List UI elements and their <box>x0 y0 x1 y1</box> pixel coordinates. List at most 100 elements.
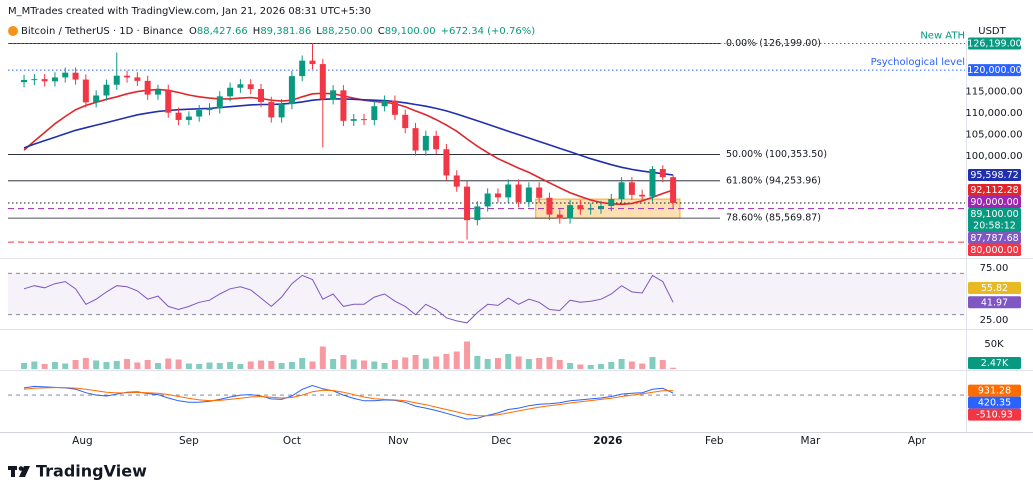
price-tag-label: 931.28 <box>978 386 1011 397</box>
brand: TradingView <box>36 462 147 481</box>
volume-bar <box>134 362 141 369</box>
volume-bar <box>391 360 398 369</box>
y-tick-label: 25.00 <box>980 315 1009 326</box>
rsi-line <box>23 274 674 324</box>
volume-bar <box>154 363 161 369</box>
candle-body <box>494 193 501 198</box>
volume-bar <box>93 360 100 369</box>
candle-body <box>402 114 409 129</box>
candle-body <box>31 79 38 81</box>
volume-bar <box>216 363 223 369</box>
volume-bar <box>587 365 594 369</box>
symbol-icon <box>8 26 18 36</box>
candle-body <box>340 90 347 121</box>
candle-body <box>165 89 172 113</box>
price-tag-label: 90,000.00 <box>970 197 1018 208</box>
volume-bar <box>381 363 388 369</box>
ohlc-value: 89,100.00 <box>385 26 436 37</box>
candle-body <box>319 64 326 100</box>
volume-bar <box>309 361 316 369</box>
candle-body <box>72 72 79 80</box>
x-tick-label: Mar <box>801 435 821 447</box>
ohlc-value: 88,250.00 <box>322 26 373 37</box>
volume-bar <box>412 355 419 369</box>
volume-bar <box>144 360 151 369</box>
volume-bar <box>494 358 501 369</box>
ohlc-key: L <box>316 26 322 37</box>
candle-body <box>41 79 48 82</box>
candle-body <box>422 135 429 151</box>
moving-average <box>23 88 674 206</box>
volume-bar <box>247 361 254 369</box>
price-tag <box>968 281 1021 294</box>
volume-bar <box>237 364 244 369</box>
price-tag <box>968 64 1021 77</box>
volume-bar <box>288 362 295 369</box>
candle-body <box>206 108 213 111</box>
volume-bar <box>577 364 584 369</box>
candle-body <box>505 184 512 198</box>
candle-body <box>257 89 264 102</box>
candle-body <box>371 106 378 120</box>
volume-bar <box>299 358 306 369</box>
candle-body <box>51 77 58 82</box>
volume-bar <box>21 363 28 369</box>
price-tag <box>968 169 1021 182</box>
volume-bar <box>206 362 213 369</box>
volume-bar <box>196 364 203 369</box>
candle-body <box>247 84 254 90</box>
volume-bar <box>31 361 38 369</box>
candle-body <box>639 194 646 197</box>
price-tag <box>968 396 1021 409</box>
volume-bar <box>402 357 409 369</box>
candle-body <box>474 206 481 221</box>
line-label: Psychological level <box>871 57 965 68</box>
price-tag-label: 2.47K <box>981 358 1009 369</box>
candle-body <box>196 110 203 117</box>
fib-label: 50.00% (100,353.50) <box>726 149 827 160</box>
credit: M_MTrades created with TradingView.com, … <box>8 6 371 17</box>
volume-bar <box>567 363 574 369</box>
candle-body <box>587 208 594 210</box>
x-tick-label: Dec <box>491 435 512 447</box>
candle-body <box>237 84 244 88</box>
price-tag-label: 41.97 <box>981 297 1008 308</box>
candle-body <box>299 60 306 77</box>
volume-bar <box>556 360 563 369</box>
candle-body <box>62 72 69 78</box>
price-tag <box>968 296 1021 309</box>
volume-bar <box>515 356 522 369</box>
candle-body <box>268 101 275 118</box>
price-tag <box>968 244 1021 256</box>
volume-bar <box>340 355 347 369</box>
volume-bar <box>371 361 378 369</box>
volume-bar <box>51 362 58 369</box>
y-tick-label: 105,000.00 <box>965 130 1022 141</box>
price-tag-label: 126,199.00 <box>967 38 1021 49</box>
y-tick-label: 50K <box>984 339 1004 350</box>
candle-body <box>134 77 141 81</box>
candle-body <box>288 76 295 105</box>
ohlc-key: H <box>253 26 261 37</box>
volume-bar <box>103 362 110 369</box>
volume-bar <box>268 361 275 369</box>
candle-body <box>649 169 656 197</box>
candle-body <box>361 119 368 121</box>
candle-body <box>453 175 460 187</box>
currency: USDT <box>978 26 1006 37</box>
volume-bar <box>464 341 471 369</box>
x-tick-label: Aug <box>72 435 93 447</box>
price-tag-label: 120,000.00 <box>967 65 1021 76</box>
candle-body <box>525 187 532 203</box>
volume-bar <box>227 362 234 369</box>
volume-bar <box>330 359 337 369</box>
volume-bar <box>474 356 481 369</box>
volume-bar <box>41 364 48 369</box>
volume-bar <box>670 367 677 369</box>
candle-body <box>464 186 471 221</box>
candle-body <box>330 90 337 100</box>
price-tag <box>968 196 1021 208</box>
price-tag <box>968 408 1021 421</box>
volume-bar <box>165 358 172 369</box>
volume-bar <box>82 358 89 369</box>
